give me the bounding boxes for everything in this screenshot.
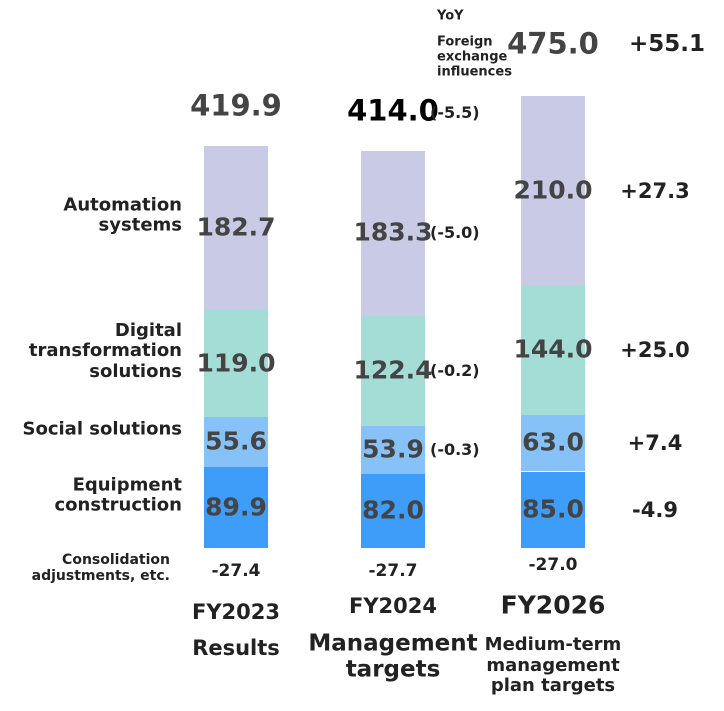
- total-label: 475.0: [507, 26, 599, 61]
- segment-label: 119.0: [196, 348, 276, 378]
- segment-label: 144.0: [513, 334, 593, 364]
- segment-label: 89.9: [205, 492, 267, 522]
- bar-segment: [521, 285, 585, 415]
- bar-segment: [521, 414, 585, 472]
- bar-segment: [361, 315, 425, 426]
- bar-segment: [361, 150, 425, 316]
- bar-segment: [204, 417, 268, 468]
- bar-segment: [204, 467, 268, 548]
- category-label: FY2024: [349, 593, 437, 618]
- total-label: 419.9: [190, 87, 282, 122]
- bar-segment: [204, 309, 268, 418]
- category-label: FY2026: [500, 590, 606, 620]
- legend-label: Social solutions: [22, 418, 183, 440]
- bar-segment: [204, 145, 268, 310]
- adjustment-label: -27.0: [528, 555, 578, 576]
- category-label: FY2023: [192, 599, 280, 624]
- yoy-label: -4.9: [632, 497, 678, 522]
- total-label: 414.0: [347, 92, 439, 127]
- yoy-label: +7.4: [627, 431, 683, 456]
- category-subtitle: Medium-term management plan targets: [484, 633, 622, 697]
- legend-label: Digital transformation solutions: [28, 319, 182, 382]
- adjustment-label: -27.4: [211, 561, 261, 582]
- bar-segment: [521, 471, 585, 548]
- category-subtitle: Management targets: [308, 630, 478, 683]
- fx-total-label: (-5.5): [430, 102, 480, 122]
- yoy-label: +25.0: [620, 337, 690, 362]
- yoy-label: +27.3: [620, 178, 690, 203]
- yoy-header: YoY: [437, 8, 464, 24]
- category-subtitle: Results: [192, 635, 280, 660]
- fx-header: Foreign exchange influences: [437, 34, 512, 80]
- segment-label: 85.0: [522, 494, 584, 524]
- legend-label: Equipment construction: [54, 473, 183, 516]
- segment-label: 82.0: [362, 495, 424, 525]
- segment-label: 210.0: [513, 175, 593, 205]
- yoy-total-label: +55.1: [628, 30, 706, 57]
- bar-segment: [361, 425, 425, 475]
- segment-label: 122.4: [353, 355, 433, 385]
- bar-segment: [521, 96, 585, 286]
- bar-segment: [361, 474, 425, 548]
- segment-label: 55.6: [205, 426, 267, 456]
- fx-label: (-0.2): [430, 360, 480, 380]
- legend-label: Automation systems: [63, 194, 182, 236]
- fx-label: (-5.0): [430, 222, 480, 242]
- segment-label: 53.9: [362, 434, 424, 464]
- segment-label: 183.3: [353, 217, 433, 247]
- adjustment-label: -27.7: [368, 561, 418, 582]
- segment-label: 63.0: [522, 427, 584, 457]
- fx-label: (-0.3): [430, 439, 480, 459]
- segment-label: 182.7: [196, 212, 276, 242]
- adjustments-label: Consolidation adjustments, etc.: [31, 551, 170, 584]
